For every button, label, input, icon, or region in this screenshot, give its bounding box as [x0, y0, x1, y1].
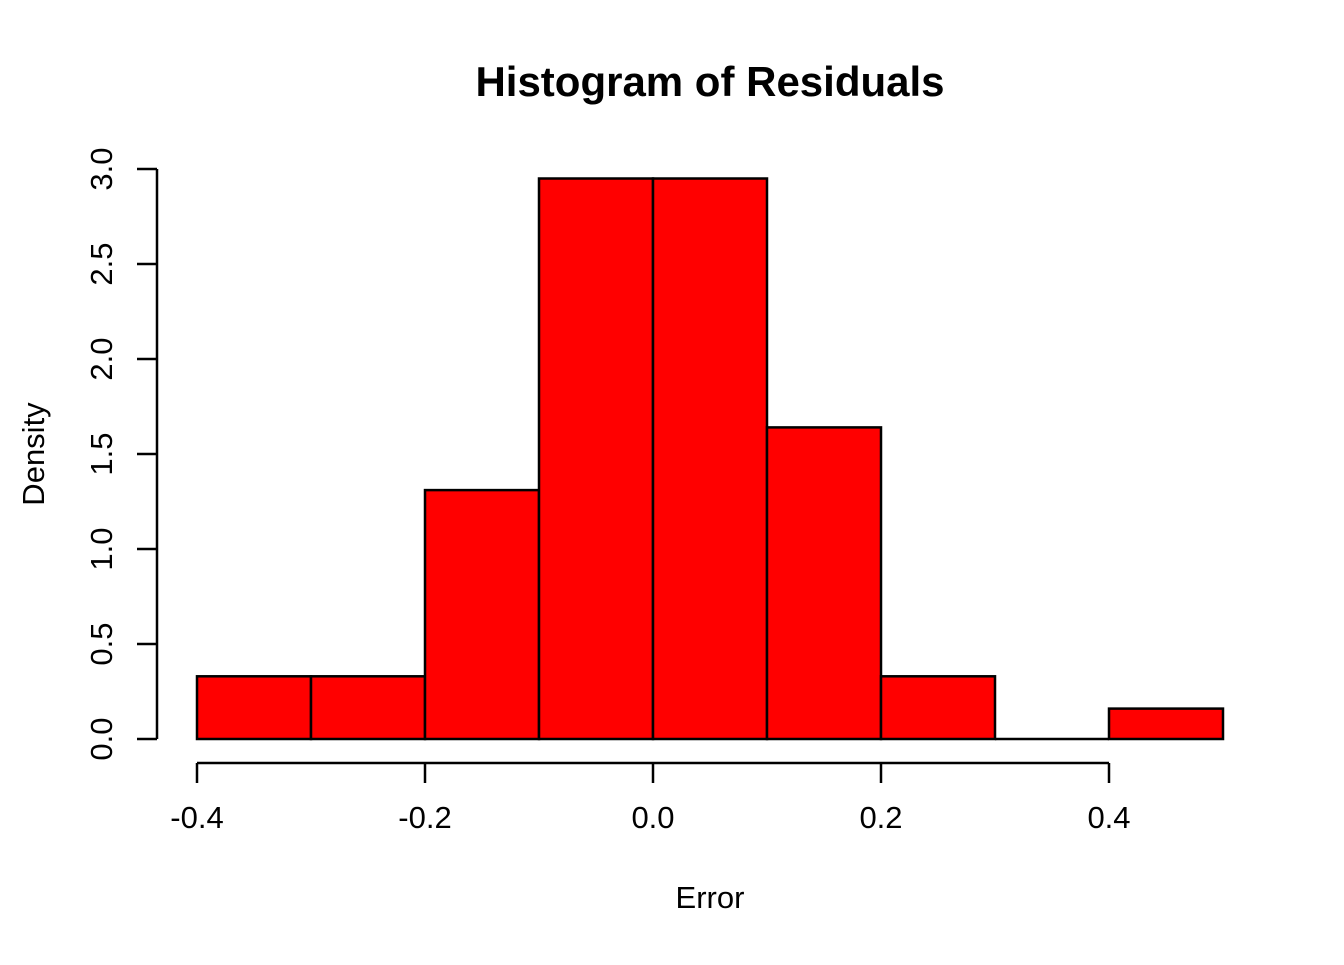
chart-title: Histogram of Residuals	[475, 58, 944, 105]
y-tick-label: 0.0	[84, 717, 119, 760]
y-tick-label: 1.5	[84, 432, 119, 475]
x-tick-label: -0.2	[398, 800, 451, 835]
y-tick-label: 0.5	[84, 622, 119, 665]
bars-layer	[195, 177, 1225, 741]
x-axis-title: Error	[676, 880, 745, 915]
histogram-bar	[423, 488, 541, 741]
histogram-bar	[879, 675, 997, 741]
x-axis: -0.4 -0.2 0.0 0.2 0.4	[170, 761, 1131, 835]
x-tick-label: 0.2	[859, 800, 902, 835]
x-tick-label: -0.4	[170, 800, 223, 835]
histogram-bar	[1107, 707, 1225, 741]
histogram-bar	[195, 675, 313, 741]
histogram-bar	[651, 177, 769, 741]
y-tick-label: 2.0	[84, 337, 119, 380]
y-tick-label: 1.0	[84, 527, 119, 570]
x-tick-label: 0.4	[1087, 800, 1130, 835]
y-tick-label: 2.5	[84, 242, 119, 285]
y-axis-title: Density	[16, 402, 51, 506]
y-tick-label: 3.0	[84, 147, 119, 190]
histogram-bar	[765, 426, 883, 741]
x-tick-label: 0.0	[631, 800, 674, 835]
histogram-bar	[537, 177, 655, 741]
histogram-bar	[309, 675, 427, 741]
y-axis: 0.0 0.5 1.0 1.5 2.0 2.5 3.0	[84, 147, 159, 761]
